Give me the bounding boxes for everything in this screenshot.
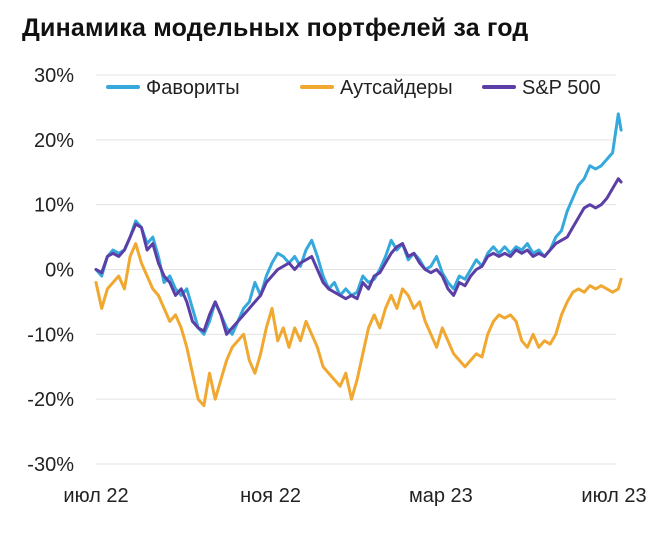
y-tick-label: 10% [34,195,74,217]
series-line-1 [94,242,623,408]
legend-label: Аутсайдеры [340,77,453,99]
y-axis-ticks: 30% 20% 10% 0% -10% -20% -30% [27,65,74,476]
series-line-2 [94,177,623,336]
grid-lines [96,74,616,465]
series-line-0 [94,112,623,336]
y-tick-label: 20% [34,130,74,152]
y-tick-label: 30% [34,65,74,87]
y-tick-label: 0% [45,260,74,282]
x-tick-label: июл 22 [63,485,128,507]
chart-title: Динамика модельных портфелей за год [22,14,529,42]
series-lines [94,112,623,408]
x-tick-label: июл 23 [581,485,646,507]
legend: Фавориты Аутсайдеры S&P 500 [106,77,601,99]
x-axis-ticks: июл 22 ноя 22 мар 23 июл 23 [63,485,646,507]
y-tick-label: -20% [27,389,74,411]
y-tick-label: -10% [27,324,74,346]
legend-label: Фавориты [146,77,240,99]
x-tick-label: мар 23 [409,485,473,507]
legend-label: S&P 500 [522,77,601,99]
y-tick-label: -30% [27,454,74,476]
x-tick-label: ноя 22 [240,485,301,507]
